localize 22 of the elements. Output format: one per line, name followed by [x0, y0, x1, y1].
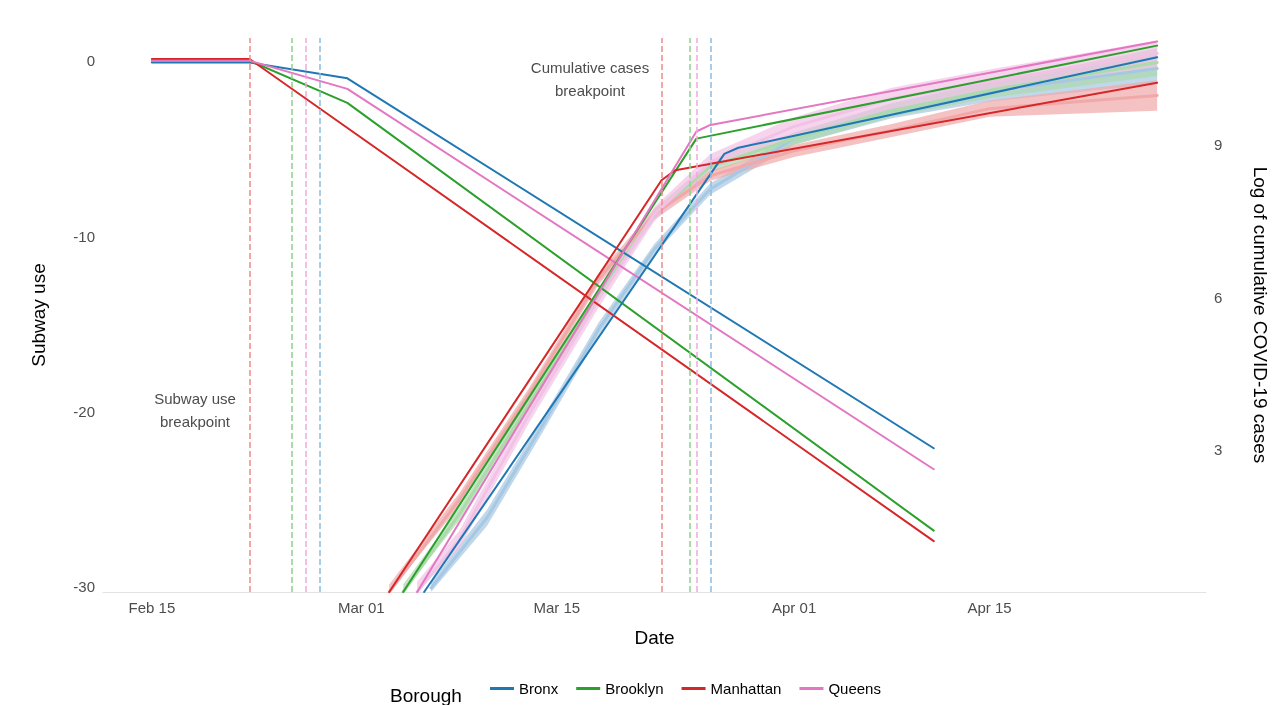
y-tick-label: -10: [73, 227, 95, 245]
legend-label: Bronx: [519, 680, 559, 697]
annotation: Cumulative cases breakpoint: [530, 59, 650, 99]
y2-tick-label: 9: [1214, 136, 1223, 154]
legend-label: Brooklyn: [605, 680, 664, 697]
y2-tick-label: 6: [1214, 288, 1223, 306]
y-tick-label: -30: [73, 578, 95, 596]
legend-label: Manhattan: [710, 680, 782, 697]
x-tick-label: Feb 15: [128, 599, 176, 616]
y-tick-label: -20: [73, 402, 95, 420]
legend-label: Queens: [828, 680, 881, 697]
x-axis-title: Date: [634, 627, 675, 648]
y-axis-title: Subway use: [154, 390, 236, 407]
x-tick-label: Apr 15: [967, 599, 1012, 616]
text: breakpoint: [159, 413, 231, 430]
x-tick-label: Mar 01: [337, 599, 385, 616]
y2-axis-title: Log of cumulative COVID-19 cases: [1250, 166, 1271, 464]
x-tick-label: Apr 01: [772, 599, 817, 616]
y-tick-label: 0: [86, 52, 95, 70]
text: Subway use: [28, 263, 49, 367]
x-tick-label: Mar 15: [533, 599, 581, 616]
y2-tick-label: 3: [1214, 441, 1223, 459]
